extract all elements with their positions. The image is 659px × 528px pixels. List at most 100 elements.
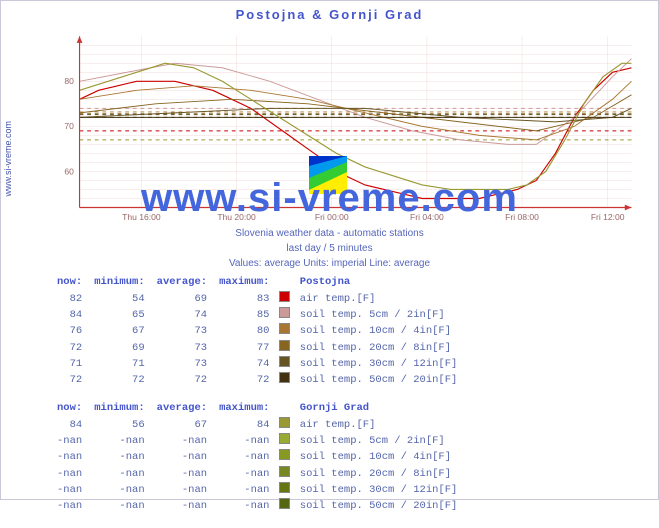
cell-max: -nan	[213, 498, 275, 514]
data-tables: now:minimum:average:maximum: Postojna825…	[51, 276, 463, 528]
series-label: soil temp. 20cm / 8in[F]	[294, 466, 464, 482]
series-label: soil temp. 5cm / 2in[F]	[294, 433, 464, 449]
svg-text:Thu 16:00: Thu 16:00	[122, 212, 161, 222]
cell-min: -nan	[88, 466, 150, 482]
cell-now: 71	[51, 356, 88, 372]
series-swatch	[275, 498, 293, 514]
cell-now: 72	[51, 372, 88, 388]
cell-max: 85	[213, 307, 275, 323]
col-header: maximum:	[213, 276, 275, 291]
svg-text:70: 70	[64, 121, 74, 131]
location-header: Gornji Grad	[294, 402, 464, 417]
series-label: soil temp. 30cm / 12in[F]	[294, 482, 464, 498]
table-row: 84657485soil temp. 5cm / 2in[F]	[51, 307, 463, 323]
chart-title: Postojna & Gornji Grad	[1, 7, 658, 22]
cell-now: 82	[51, 291, 88, 307]
table-row: 72727272soil temp. 50cm / 20in[F]	[51, 372, 463, 388]
cell-now: 76	[51, 323, 88, 339]
location-header: Postojna	[294, 276, 464, 291]
cell-now: 84	[51, 417, 88, 433]
series-swatch	[275, 323, 293, 339]
series-swatch	[275, 449, 293, 465]
series-swatch	[275, 307, 293, 323]
col-header: minimum:	[88, 276, 150, 291]
cell-min: -nan	[88, 498, 150, 514]
svg-text:Thu 20:00: Thu 20:00	[217, 212, 256, 222]
table-row: -nan-nan-nan-nansoil temp. 20cm / 8in[F]	[51, 466, 463, 482]
cell-avg: 73	[151, 356, 213, 372]
cell-min: 71	[88, 356, 150, 372]
cell-min: 69	[88, 340, 150, 356]
cell-avg: -nan	[151, 498, 213, 514]
series-swatch	[275, 482, 293, 498]
svg-text:Fri 00:00: Fri 00:00	[315, 212, 349, 222]
cell-now: -nan	[51, 482, 88, 498]
col-header: maximum:	[213, 402, 275, 417]
cell-max: 84	[213, 417, 275, 433]
table-row: 72697377 soil temp. 20cm / 8in[F]	[51, 340, 463, 356]
series-label: soil temp. 10cm / 4in[F]	[294, 323, 464, 339]
series-label: soil temp. 50cm / 20in[F]	[294, 498, 464, 514]
cell-avg: -nan	[151, 433, 213, 449]
svg-text:60: 60	[64, 166, 74, 176]
meta-line-2: last day / 5 minutes	[1, 241, 658, 256]
series-swatch	[275, 372, 293, 388]
cell-now: -nan	[51, 466, 88, 482]
col-header: average:	[151, 276, 213, 291]
cell-avg: 73	[151, 323, 213, 339]
series-swatch	[275, 291, 293, 307]
cell-now: 72	[51, 340, 88, 356]
cell-avg: 74	[151, 307, 213, 323]
cell-max: -nan	[213, 482, 275, 498]
cell-avg: 73	[151, 340, 213, 356]
cell-min: 54	[88, 291, 150, 307]
cell-avg: -nan	[151, 449, 213, 465]
cell-max: 80	[213, 323, 275, 339]
series-label: air temp.[F]	[294, 291, 464, 307]
col-header: average:	[151, 402, 213, 417]
series-swatch	[275, 466, 293, 482]
table-row: 71717374soil temp. 30cm / 12in[F]	[51, 356, 463, 372]
table-row: -nan-nan-nan-nansoil temp. 5cm / 2in[F]	[51, 433, 463, 449]
cell-min: 72	[88, 372, 150, 388]
cell-max: 83	[213, 291, 275, 307]
chart-container: www.si-vreme.com Postojna & Gornji Grad …	[0, 0, 659, 500]
stats-table: now:minimum:average:maximum: Gornji Grad…	[51, 402, 463, 514]
cell-min: 65	[88, 307, 150, 323]
cell-min: -nan	[88, 433, 150, 449]
col-header: now:	[51, 402, 88, 417]
line-chart: Thu 16:00 Thu 20:00 Fri 00:00 Fri 04:00 Fri …	[51, 29, 641, 229]
series-swatch	[275, 433, 293, 449]
cell-avg: 67	[151, 417, 213, 433]
series-swatch	[275, 417, 293, 433]
meta-line-1: Slovenia weather data - automatic statio…	[1, 226, 658, 241]
svg-text:Fri 08:00: Fri 08:00	[505, 212, 539, 222]
table-row: -nan-nan-nan-nansoil temp. 30cm / 12in[F…	[51, 482, 463, 498]
series-swatch	[275, 356, 293, 372]
col-header: minimum:	[88, 402, 150, 417]
table-row: -nan-nan-nan-nansoil temp. 10cm / 4in[F]	[51, 449, 463, 465]
cell-min: 67	[88, 323, 150, 339]
chart-meta: Slovenia weather data - automatic statio…	[1, 226, 658, 271]
cell-max: 77	[213, 340, 275, 356]
col-header: now:	[51, 276, 88, 291]
cell-avg: -nan	[151, 482, 213, 498]
series-label: soil temp. 20cm / 8in[F]	[294, 340, 464, 356]
series-label: soil temp. 10cm / 4in[F]	[294, 449, 464, 465]
meta-line-3: Values: average Units: imperial Line: av…	[1, 256, 658, 271]
series-label: soil temp. 50cm / 20in[F]	[294, 372, 464, 388]
logo-icon	[309, 156, 347, 194]
cell-max: 74	[213, 356, 275, 372]
cell-now: -nan	[51, 498, 88, 514]
svg-text:Fri 04:00: Fri 04:00	[410, 212, 444, 222]
svg-text:Fri 12:00: Fri 12:00	[591, 212, 625, 222]
cell-min: -nan	[88, 482, 150, 498]
series-swatch	[275, 340, 293, 356]
table-row: 84566784air temp.[F]	[51, 417, 463, 433]
cell-avg: 72	[151, 372, 213, 388]
series-label: air temp.[F]	[294, 417, 464, 433]
site-label-vertical: www.si-vreme.com	[3, 121, 13, 197]
svg-text:80: 80	[64, 76, 74, 86]
cell-max: -nan	[213, 433, 275, 449]
series-label: soil temp. 30cm / 12in[F]	[294, 356, 464, 372]
